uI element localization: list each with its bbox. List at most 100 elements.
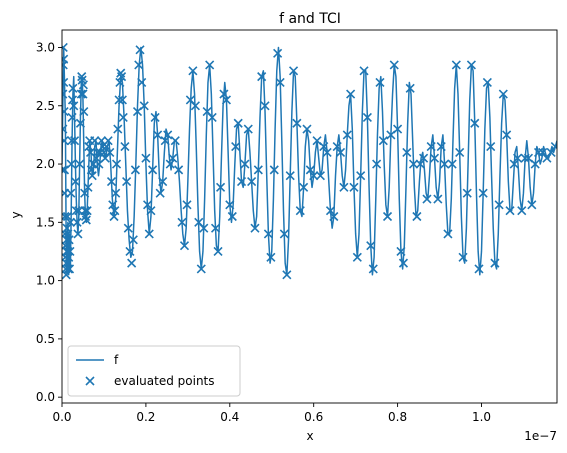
evaluated-point: [117, 95, 127, 105]
evaluated-point: [150, 112, 160, 122]
evaluated-point: [225, 200, 235, 210]
evaluated-point: [72, 217, 82, 227]
evaluated-point: [458, 252, 468, 262]
evaluated-point: [146, 206, 156, 216]
evaluated-point: [103, 136, 113, 146]
evaluated-point: [127, 258, 137, 268]
evaluated-point: [359, 66, 369, 76]
evaluated-point: [62, 77, 69, 88]
evaluated-point: [79, 107, 89, 117]
evaluated-point: [231, 141, 241, 152]
evaluated-point: [78, 80, 88, 90]
evaluated-point: [398, 258, 409, 268]
evaluated-point: [412, 211, 422, 222]
y-tick-label: 0.0: [36, 390, 55, 404]
evaluated-point: [530, 159, 540, 169]
evaluated-point: [455, 147, 465, 157]
evaluated-point: [144, 229, 154, 239]
evaluated-point: [517, 206, 527, 216]
evaluated-point: [382, 211, 393, 222]
evaluated-point: [65, 246, 75, 257]
evaluated-point: [137, 77, 147, 88]
evaluated-point: [339, 182, 349, 192]
legend-label-f: f: [114, 353, 119, 367]
legend: f evaluated points: [67, 345, 241, 397]
evaluated-point: [67, 112, 77, 122]
evaluated-point: [302, 124, 312, 134]
evaluated-point: [408, 159, 419, 169]
evaluated-point: [266, 252, 276, 262]
evaluated-point: [389, 60, 399, 70]
evaluated-point: [155, 188, 165, 198]
evaluated-point: [346, 89, 356, 99]
evaluated-point: [319, 141, 329, 152]
evaluated-point: [62, 124, 68, 134]
evaluated-point: [62, 270, 71, 280]
evaluated-point: [422, 194, 432, 204]
evaluated-point: [366, 241, 376, 251]
evaluated-point: [143, 200, 153, 210]
axes-frame: [61, 29, 558, 404]
evaluated-point: [177, 217, 187, 227]
evaluated-point: [179, 241, 190, 251]
evaluated-point: [141, 153, 151, 163]
evaluated-point: [426, 141, 436, 152]
evaluated-point: [111, 159, 122, 169]
evaluated-point: [533, 147, 544, 157]
y-tick-label: 1.5: [36, 215, 55, 229]
evaluated-point: [113, 124, 123, 134]
evaluated-point: [199, 223, 209, 233]
evaluated-point: [342, 130, 352, 140]
evaluated-point: [315, 171, 325, 181]
x-tick-label: 0.8: [388, 410, 407, 424]
evaluated-point: [196, 264, 206, 274]
evaluated-point: [80, 188, 90, 198]
evaluated-point: [236, 176, 247, 187]
evaluated-point: [470, 118, 480, 128]
evaluated-point: [335, 147, 346, 157]
evaluated-point: [83, 182, 93, 192]
x-tick-label: 0.6: [304, 410, 323, 424]
evaluated-point: [134, 60, 144, 70]
evaluated-point: [66, 159, 76, 169]
evaluated-point: [273, 48, 283, 58]
evaluated-point: [542, 153, 552, 163]
evaluated-point: [299, 182, 309, 192]
evaluated-point: [64, 235, 74, 245]
evaluated-point: [90, 136, 100, 146]
evaluated-point: [538, 147, 548, 157]
evaluated-point: [419, 153, 429, 163]
evaluated-point: [139, 101, 149, 111]
evaluated-point: [128, 235, 138, 245]
evaluated-point: [160, 136, 170, 146]
evaluated-point: [75, 159, 85, 169]
evaluated-point: [447, 159, 457, 169]
evaluated-point: [494, 200, 504, 210]
evaluated-point: [329, 211, 339, 222]
evaluated-point: [216, 182, 226, 192]
x-axis-label: x: [306, 429, 313, 443]
evaluated-point: [82, 206, 92, 216]
evaluated-point: [62, 258, 71, 268]
evaluated-point: [451, 60, 461, 70]
evaluated-point: [478, 188, 488, 198]
evaluated-point: [100, 153, 110, 163]
evaluated-point: [170, 136, 180, 146]
evaluated-point: [148, 165, 158, 175]
evaluated-point: [502, 130, 512, 140]
evaluated-point: [122, 176, 132, 187]
evaluated-point: [285, 171, 295, 181]
evaluated-point: [111, 188, 121, 198]
evaluated-point: [108, 200, 118, 210]
evaluated-point: [106, 176, 117, 187]
evaluated-point: [71, 206, 81, 216]
evaluated-point: [436, 141, 446, 152]
evaluated-point: [505, 206, 515, 216]
evaluated-point: [509, 159, 519, 169]
evaluated-point: [546, 147, 556, 157]
evaluated-point: [443, 229, 453, 239]
evaluated-point: [62, 107, 69, 117]
evaluated-point: [62, 246, 72, 257]
evaluated-point: [279, 229, 289, 239]
evaluated-point: [325, 206, 336, 216]
